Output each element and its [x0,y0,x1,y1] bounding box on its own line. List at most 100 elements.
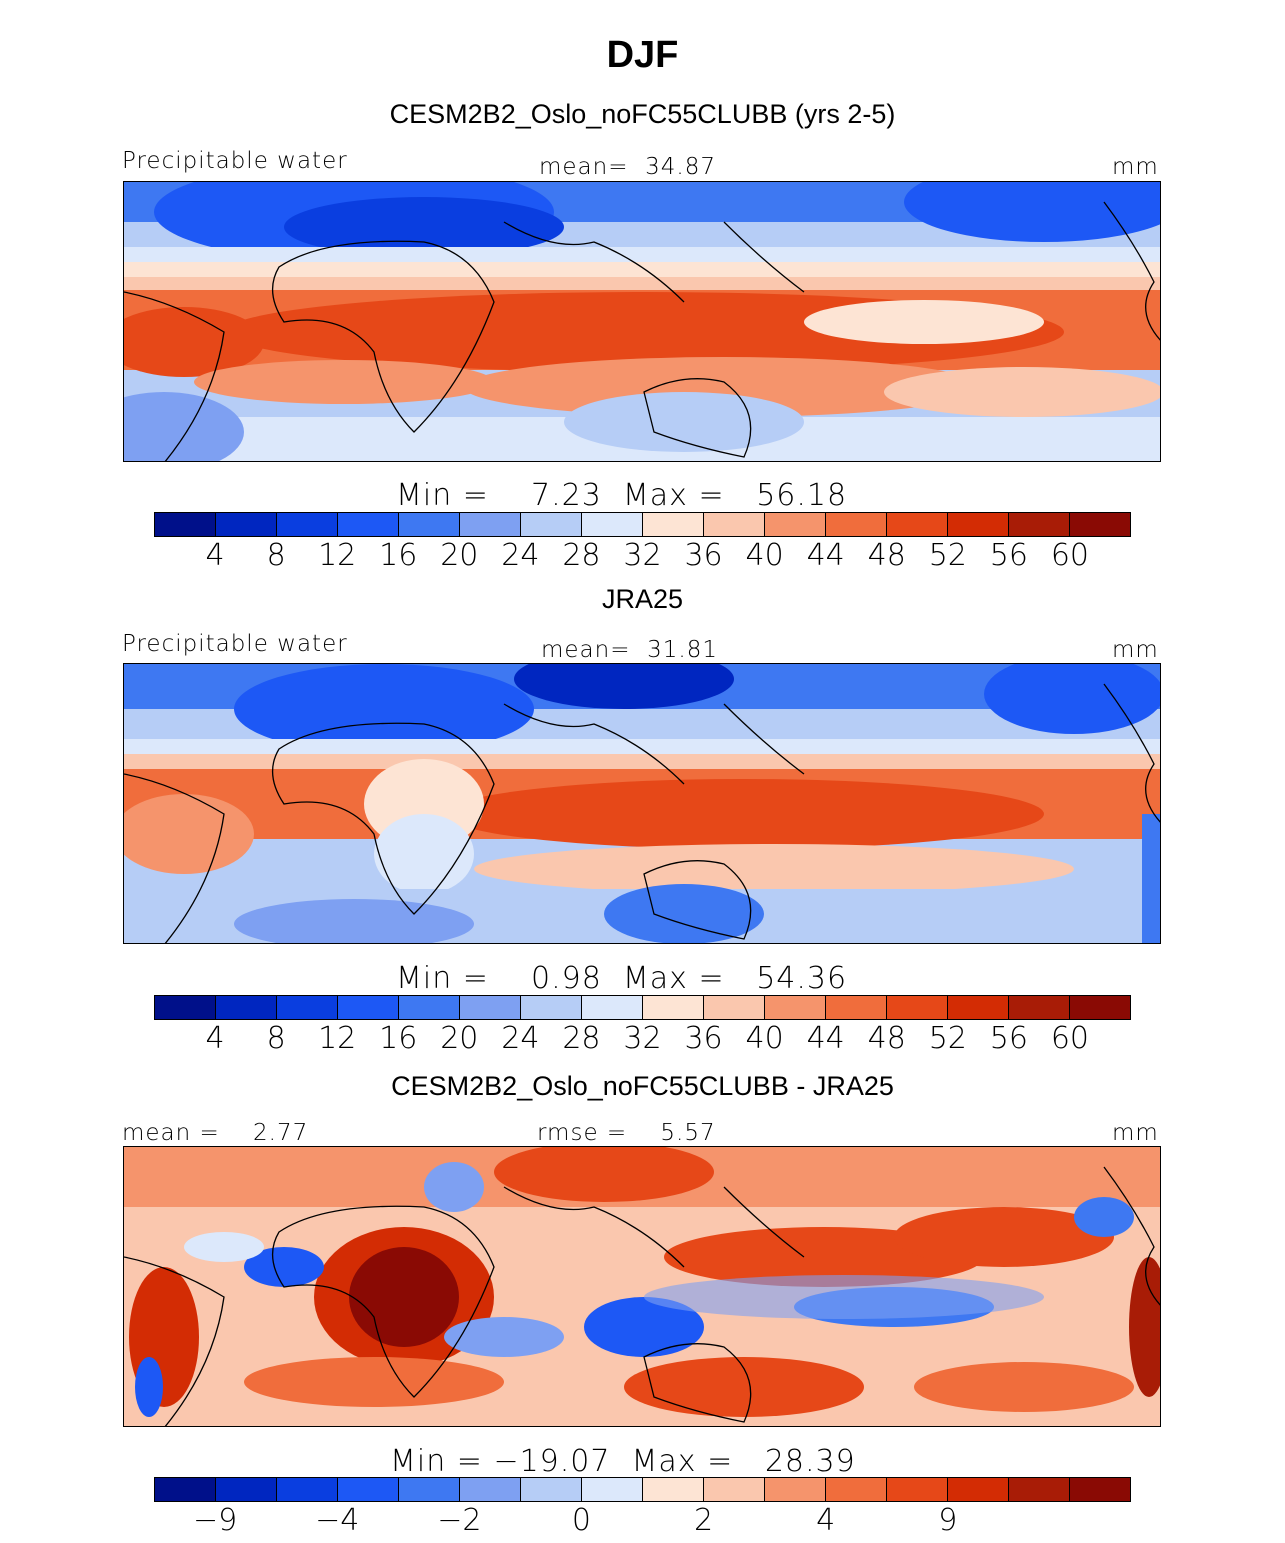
colorbar-swatch [765,996,826,1019]
colorbar-tick-label: −9 [192,1503,238,1538]
colorbar-swatch [521,1478,582,1501]
colorbar-swatch [582,1478,643,1501]
panel-2-units-label: mm [1112,637,1159,663]
colorbar-swatch [765,1478,826,1501]
colorbar-tick-label: 4 [205,1021,225,1056]
panel-2-colorbar [154,995,1131,1020]
colorbar-swatch [826,513,887,536]
colorbar-swatch [521,513,582,536]
colorbar-tick-label: 2 [694,1503,714,1538]
colorbar-swatch [1070,1478,1130,1501]
colorbar-swatch [948,1478,1009,1501]
colorbar-swatch [338,513,399,536]
panel-2-mean-label: mean= 31.81 [541,637,718,663]
colorbar-swatch [582,513,643,536]
panel-3-contour-field [124,1147,1160,1426]
colorbar-tick-label: 28 [562,1021,601,1056]
colorbar-swatch [338,1478,399,1501]
colorbar-swatch [216,996,277,1019]
colorbar-tick-label: 8 [266,538,286,573]
colorbar-tick-label: 60 [1050,538,1090,573]
panel-1-mean-label: mean= 34.87 [539,154,716,180]
colorbar-swatch [277,513,338,536]
colorbar-tick-label: 12 [318,538,357,573]
colorbar-swatch [399,513,460,536]
panel-1-colorbar-ticks: 4 8 12 16 20 24 28 32 36 40 44 48 52 56 60 [0,538,1285,578]
colorbar-tick-label: 48 [867,538,906,573]
colorbar-swatch [643,1478,704,1501]
colorbar-swatch [216,513,277,536]
colorbar-swatch [704,996,765,1019]
colorbar-tick-label: 24 [501,1021,540,1056]
panel-2-colorbar-ticks: 4 8 12 16 20 24 28 32 36 40 44 48 52 56 60 [0,1021,1285,1061]
panel-3-title: CESM2B2_Oslo_noFC55CLUBB - JRA25 [391,1071,894,1101]
colorbar-tick-label: 44 [806,538,845,573]
colorbar-tick-label: 28 [562,538,601,573]
panel-1-variable-label: Precipitable water [122,148,348,174]
panel-3-mean-label: mean = 2.77 [122,1120,309,1146]
panel-2-contour-field [124,664,1160,943]
colorbar-swatch [582,996,643,1019]
colorbar-swatch [887,513,948,536]
panel-1-contour-field [124,182,1160,461]
colorbar-swatch [1009,1478,1070,1501]
colorbar-swatch [765,513,826,536]
colorbar-swatch [460,996,521,1019]
panel-2-title: JRA25 [601,584,684,614]
colorbar-swatch [277,1478,338,1501]
colorbar-swatch [704,1478,765,1501]
colorbar-swatch [948,996,1009,1019]
colorbar-swatch [1070,513,1130,536]
colorbar-tick-label: 40 [745,1021,784,1056]
panel-2-map [123,663,1161,944]
colorbar-tick-label: 60 [1050,1021,1090,1056]
panel-1-map [123,181,1161,462]
panel-3-rmse-label: rmse = 5.57 [537,1120,716,1146]
colorbar-swatch [399,996,460,1019]
colorbar-swatch [155,996,216,1019]
colorbar-tick-label: 4 [205,538,225,573]
colorbar-tick-label: 52 [928,538,967,573]
colorbar-tick-label: 44 [806,1021,845,1056]
colorbar-tick-label: 36 [684,538,723,573]
colorbar-tick-label: 56 [989,538,1028,573]
colorbar-swatch [460,513,521,536]
colorbar-swatch [887,996,948,1019]
colorbar-swatch [1070,996,1130,1019]
colorbar-tick-label: 24 [501,538,540,573]
colorbar-tick-label: 12 [318,1021,357,1056]
panel-1-title: CESM2B2_Oslo_noFC55CLUBB (yrs 2-5) [389,99,896,129]
colorbar-swatch [948,513,1009,536]
colorbar-tick-label: 4 [816,1503,836,1538]
colorbar-tick-label: −4 [315,1503,360,1538]
figure-title: DJF [606,34,679,76]
colorbar-swatch [521,996,582,1019]
panel-3-colorbar-ticks: −9 −4 −2 0 2 4 9 [0,1503,1285,1543]
colorbar-swatch [277,996,338,1019]
colorbar-swatch [216,1478,277,1501]
panel-3-minmax: Min = −19.07 Max = 28.39 [390,1444,856,1479]
colorbar-swatch [826,1478,887,1501]
panel-1-colorbar [154,512,1131,537]
colorbar-swatch [155,513,216,536]
panel-3-map [123,1146,1161,1427]
colorbar-swatch [460,1478,521,1501]
colorbar-tick-label: 20 [440,538,479,573]
colorbar-tick-label: 20 [440,1021,479,1056]
colorbar-tick-label: 0 [571,1503,591,1538]
panel-2-variable-label: Precipitable water [122,631,348,657]
colorbar-swatch [399,1478,460,1501]
colorbar-tick-label: 32 [623,1021,662,1056]
colorbar-swatch [643,513,704,536]
colorbar-swatch [643,996,704,1019]
panel-3-colorbar [154,1477,1131,1502]
colorbar-tick-label: 16 [379,1021,418,1056]
colorbar-tick-label: 36 [684,1021,723,1056]
panel-1-units-label: mm [1112,154,1159,180]
panel-3-units-label: mm [1112,1120,1159,1146]
colorbar-tick-label: 48 [867,1021,906,1056]
colorbar-swatch [704,513,765,536]
colorbar-tick-label: 16 [379,538,418,573]
colorbar-tick-label: 8 [266,1021,286,1056]
colorbar-swatch [826,996,887,1019]
